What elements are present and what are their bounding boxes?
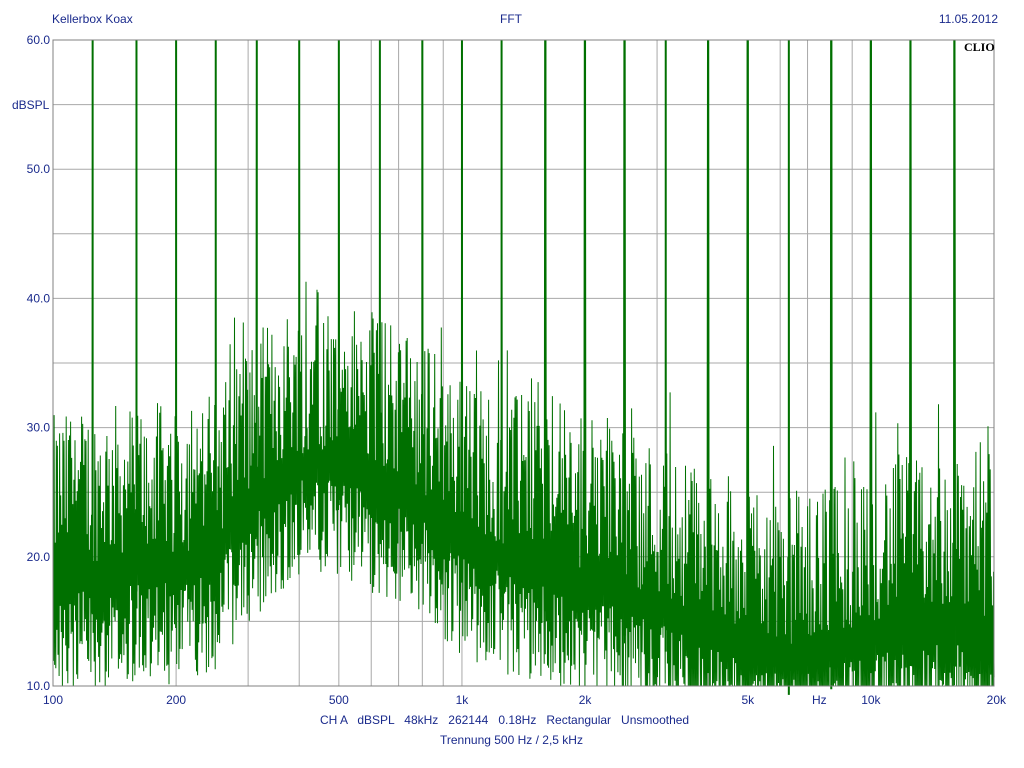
x-tick-label: 20k (987, 693, 1007, 707)
y-axis-label: dBSPL (12, 98, 50, 112)
x-axis-unit-label: Hz (812, 693, 827, 707)
header-date: 11.05.2012 (938, 12, 998, 26)
x-tick-label: 500 (329, 693, 349, 707)
x-tick-label: 5k (741, 693, 755, 707)
fft-noise-trace (52, 39, 995, 687)
y-tick-label: 10.0 (27, 679, 51, 693)
y-tick-label: 30.0 (27, 421, 51, 435)
clio-watermark: CLIO (964, 40, 995, 54)
header-center-title: FFT (500, 12, 522, 26)
footer-crossover-note: Trennung 500 Hz / 2,5 kHz (440, 733, 583, 747)
y-tick-labels: 60.0 50.0 40.0 30.0 20.0 10.0 (27, 33, 51, 693)
x-tick-label: 100 (43, 693, 63, 707)
x-tick-label: 200 (166, 693, 186, 707)
y-tick-label: 20.0 (27, 550, 51, 564)
x-tick-label: 1k (456, 693, 470, 707)
y-tick-label: 50.0 (27, 162, 51, 176)
x-tick-labels: 100 200 500 1k 2k 5k 10k 20k (43, 693, 1007, 707)
y-tick-label: 40.0 (27, 291, 51, 305)
y-tick-label: 60.0 (27, 33, 51, 47)
plot-frame (52, 39, 995, 687)
x-tick-label: 10k (861, 693, 881, 707)
header-left-title: Kellerbox Koax (52, 12, 133, 26)
fft-trace (52, 39, 995, 695)
x-tick-label: 2k (579, 693, 593, 707)
footer-measurement-info: CH A dBSPL 48kHz 262144 0.18Hz Rectangul… (320, 713, 690, 727)
